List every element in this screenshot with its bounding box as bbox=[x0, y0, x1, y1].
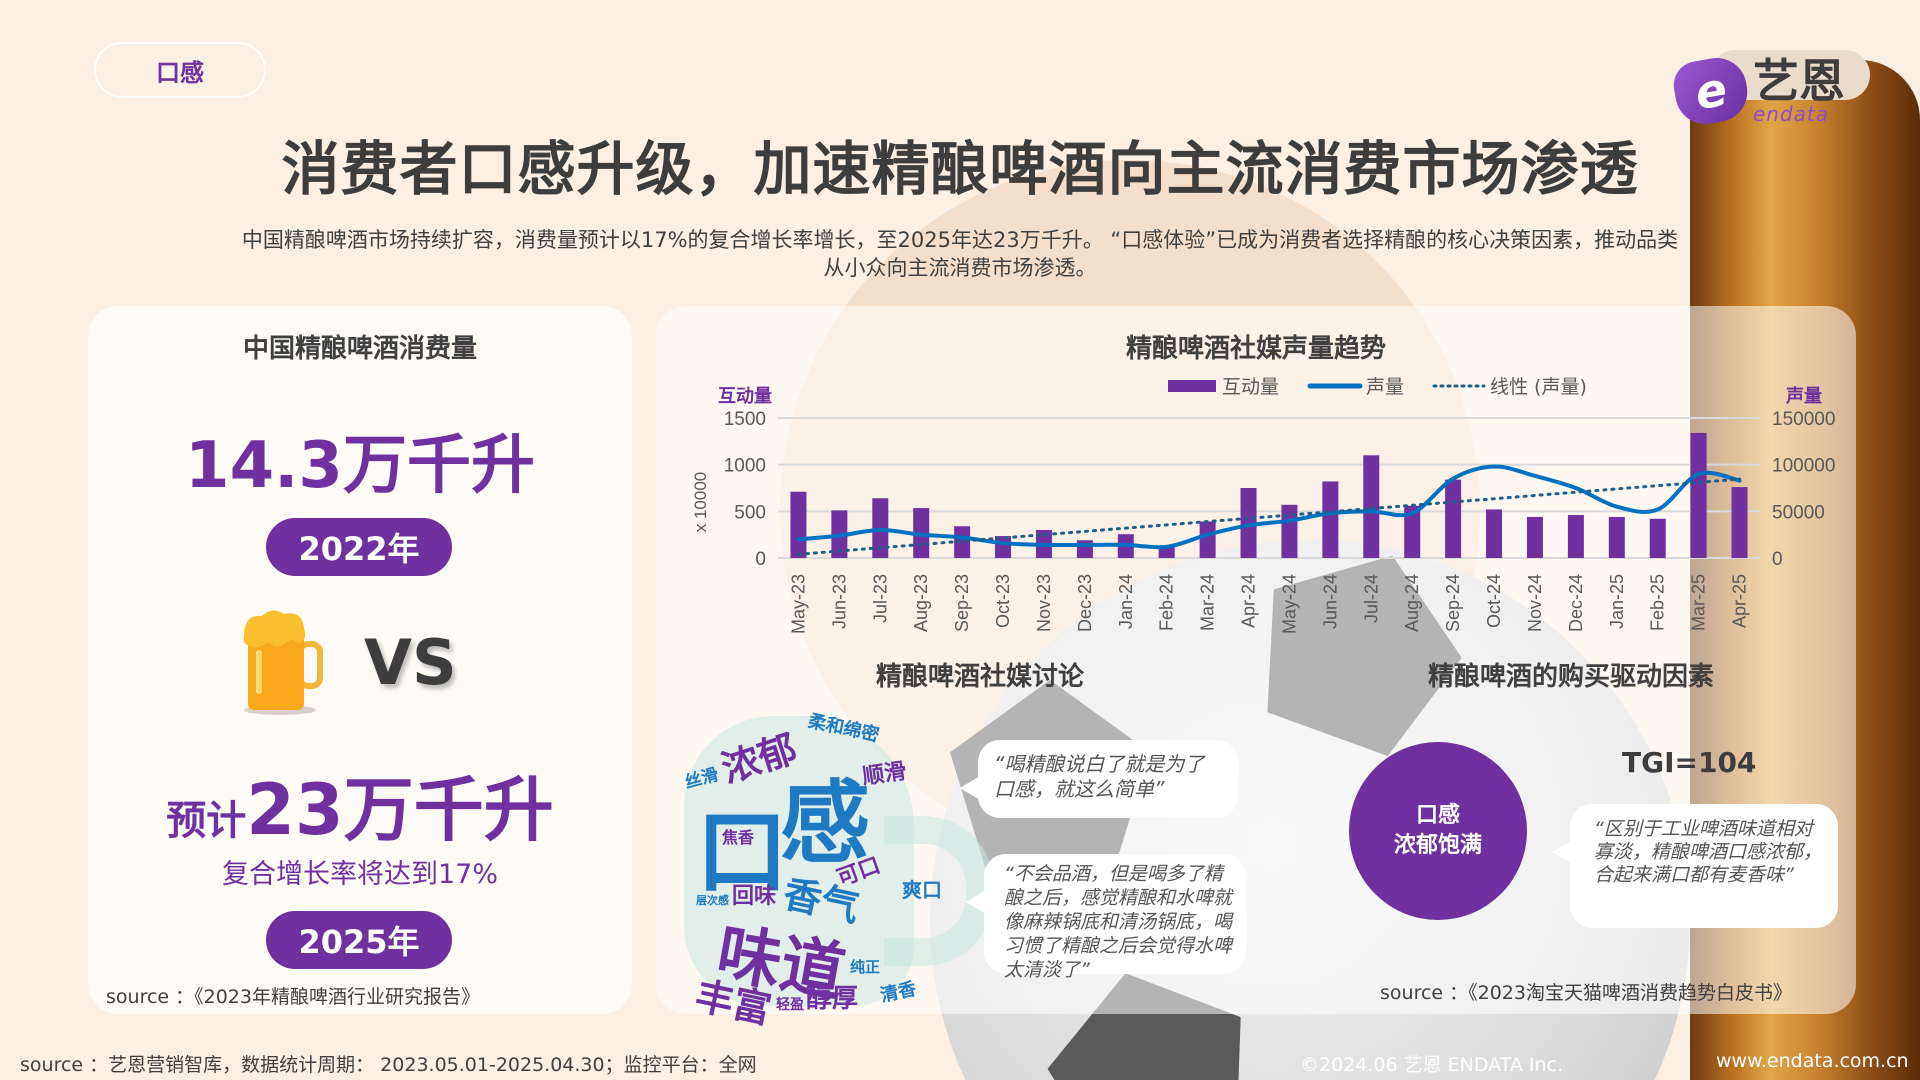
consumption-card: 中国精酿啤酒消费量 14.3万千升 2022年 VS 预计23万千升 复合增长率… bbox=[88, 306, 632, 1014]
beer-mug-icon bbox=[243, 610, 323, 715]
svg-text:Jul-23: Jul-23 bbox=[870, 574, 890, 623]
wc-word: 爽口 bbox=[902, 878, 942, 902]
value-2025-number: 23万千升 bbox=[246, 769, 554, 851]
social-media-card: 精酿啤酒社媒声量趋势 0 0 500 50000 1000 100000 1500 15000… bbox=[656, 306, 1856, 1032]
value-2025-prefix: 预计 bbox=[166, 798, 247, 844]
year-2025-badge: 2025年 bbox=[266, 911, 452, 969]
brand-name-en: endata bbox=[1753, 102, 1830, 126]
right-source: source ：《2023淘宝天猫啤酒消费趋势白皮书》 bbox=[1380, 982, 1792, 1004]
value-2022: 14.3万千升 bbox=[185, 429, 535, 503]
brand-name-cn: 艺恩 bbox=[1753, 54, 1845, 108]
svg-text:x 10000: x 10000 bbox=[691, 472, 710, 533]
word-cloud: 丝滑 浓郁 柔和绵密 顺滑 口 感 焦香 可口 回味 层次感 香气 爽口 味道 … bbox=[683, 706, 994, 1032]
driver-line-2: 浓郁饱满 bbox=[1393, 833, 1482, 858]
subtitle-line-1: 中国精酿啤酒市场持续扩容，消费量预计以17%的复合增长率增长，至2025年达23… bbox=[241, 228, 1679, 252]
page-subtitle: 中国精酿啤酒市场持续扩容，消费量预计以17%的复合增长率增长，至2025年达23… bbox=[140, 226, 1780, 282]
svg-text:Jul-24: Jul-24 bbox=[1361, 574, 1381, 623]
page-title: 消费者口感升级，加速精酿啤酒向主流消费市场渗透 bbox=[281, 135, 1639, 203]
svg-text:Sep-23: Sep-23 bbox=[952, 574, 972, 632]
footer-source: source ：艺恩营销智库，数据统计周期： 2023.05.01-2025.0… bbox=[20, 1054, 757, 1076]
svg-text:100000: 100000 bbox=[1772, 456, 1835, 477]
svg-text:声量: 声量 bbox=[1785, 385, 1822, 407]
svg-text:500: 500 bbox=[734, 502, 766, 523]
footer-url: www.endata.com.cn bbox=[1716, 1050, 1909, 1072]
svg-text:线性 (声量): 线性 (声量) bbox=[1490, 376, 1587, 398]
svg-text:声量: 声量 bbox=[1366, 376, 1404, 398]
svg-text:Oct-24: Oct-24 bbox=[1484, 574, 1504, 628]
driver-title: 精酿啤酒的购买驱动因素 bbox=[1428, 662, 1715, 692]
svg-text:Feb-25: Feb-25 bbox=[1648, 574, 1668, 631]
svg-text:Apr-24: Apr-24 bbox=[1239, 574, 1259, 628]
svg-text:Mar-24: Mar-24 bbox=[1198, 574, 1218, 631]
svg-text:Sep-24: Sep-24 bbox=[1443, 574, 1463, 632]
wc-word: 轻盈 bbox=[776, 997, 804, 1013]
svg-text:0: 0 bbox=[1772, 549, 1783, 570]
svg-text:Feb-24: Feb-24 bbox=[1157, 574, 1177, 631]
svg-text:Mar-25: Mar-25 bbox=[1689, 574, 1709, 631]
svg-text:May-23: May-23 bbox=[788, 574, 808, 634]
quote-bubble-3: “区别于工业啤酒味道相对寡淡，精酿啤酒口感浓郁，合起来满口都有麦香味” bbox=[1552, 804, 1838, 928]
brand-logo: e 艺恩 endata bbox=[1669, 53, 1845, 129]
svg-text:Dec-23: Dec-23 bbox=[1075, 574, 1095, 632]
wc-word: 感 bbox=[780, 771, 870, 876]
quote-bubble-2: “不会品酒，但是喝多了精酿之后，感觉精酿和水啤就像麻辣锅底和清汤锅底，喝习惯了精… bbox=[966, 854, 1246, 981]
social-volume-chart: 0 0 500 50000 1000 100000 1500 150000 互动量 声量 x 100… bbox=[691, 376, 1835, 634]
left-source: source ：《2023年精酿啤酒行业研究报告》 bbox=[106, 986, 480, 1008]
wc-word: 焦香 bbox=[722, 828, 755, 847]
cagr-text: 复合增长率将达到17% bbox=[221, 859, 498, 890]
svg-text:Oct-23: Oct-23 bbox=[993, 574, 1013, 628]
svg-text:Apr-25: Apr-25 bbox=[1730, 574, 1750, 628]
driver-line-1: 口感 bbox=[1415, 803, 1460, 828]
discussion-title: 精酿啤酒社媒讨论 bbox=[876, 662, 1085, 692]
footer-copyright: ©2024.06 艺恩 ENDATA Inc. bbox=[1300, 1054, 1563, 1076]
svg-text:Aug-24: Aug-24 bbox=[1402, 574, 1422, 632]
svg-text:Nov-24: Nov-24 bbox=[1525, 574, 1545, 632]
wc-word: 回味 bbox=[732, 884, 777, 909]
year-2022-badge: 2022年 bbox=[266, 518, 452, 576]
wc-word: 层次感 bbox=[696, 894, 729, 907]
svg-text:May-24: May-24 bbox=[1279, 574, 1299, 634]
quote-bubble-1: “喝精酿说白了就是为了口感，就这么简单” bbox=[960, 740, 1238, 818]
svg-text:Dec-24: Dec-24 bbox=[1566, 574, 1586, 632]
svg-text:1500: 1500 bbox=[724, 409, 766, 430]
svg-text:50000: 50000 bbox=[1772, 502, 1825, 523]
endata-logo-icon: e bbox=[1669, 53, 1753, 129]
svg-text:1000: 1000 bbox=[724, 456, 766, 477]
subtitle-line-2: 从小众向主流消费市场渗透。 bbox=[823, 256, 1097, 280]
svg-text:Jan-24: Jan-24 bbox=[1116, 574, 1136, 629]
value-2025: 预计23万千升 bbox=[88, 754, 632, 855]
svg-text:互动量: 互动量 bbox=[718, 385, 772, 407]
wc-word: 口 bbox=[696, 799, 789, 906]
vs-label: VS bbox=[364, 626, 457, 699]
wc-word: 醇厚 bbox=[806, 984, 859, 1014]
chart-title: 精酿啤酒社媒声量趋势 bbox=[1125, 334, 1386, 364]
driver-circle: 口感 浓郁饱满 bbox=[1349, 742, 1527, 920]
svg-text:0: 0 bbox=[755, 549, 766, 570]
svg-text:Jun-23: Jun-23 bbox=[829, 574, 849, 629]
svg-text:Jun-24: Jun-24 bbox=[1320, 574, 1340, 629]
tgi-value: TGI=104 bbox=[1622, 746, 1757, 779]
svg-text:Aug-23: Aug-23 bbox=[911, 574, 931, 632]
svg-text:150000: 150000 bbox=[1772, 409, 1835, 430]
consumption-title: 中国精酿啤酒消费量 bbox=[242, 334, 477, 364]
category-tag: 口感 bbox=[94, 42, 266, 98]
wc-word: 纯正 bbox=[850, 958, 881, 976]
svg-text:互动量: 互动量 bbox=[1222, 376, 1279, 398]
svg-text:Nov-23: Nov-23 bbox=[1034, 574, 1054, 632]
svg-text:Jan-25: Jan-25 bbox=[1607, 574, 1627, 629]
